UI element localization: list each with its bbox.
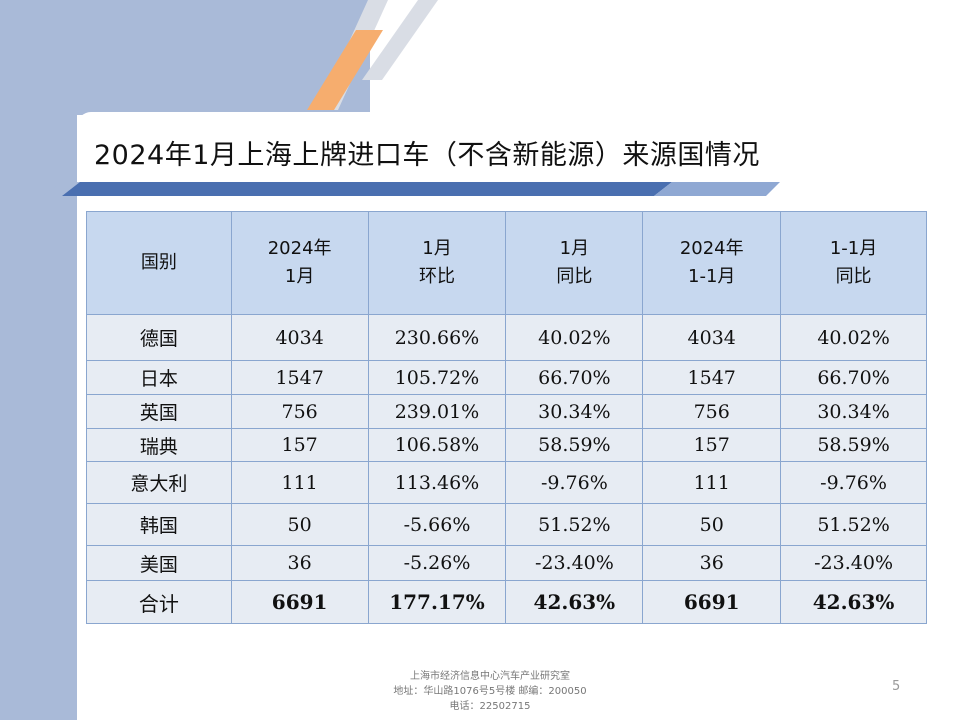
cell-value: 1547: [642, 360, 782, 395]
cell-country: 美国: [86, 545, 232, 581]
cell-value: 4034: [642, 314, 782, 361]
cell-value: -23.40%: [505, 545, 644, 581]
cell-value: 756: [642, 394, 782, 429]
cell-value: 40.02%: [505, 314, 644, 361]
cell-country: 德国: [86, 314, 232, 361]
cell-value: 50: [230, 503, 369, 546]
footer-phone: 电话：22502715: [449, 701, 531, 712]
cell-value: 113.46%: [367, 461, 507, 504]
cell-value: 51.52%: [780, 503, 927, 546]
cell-value: 36: [642, 545, 782, 581]
table-row: 瑞典 157 106.58% 58.59% 157 58.59%: [86, 428, 927, 462]
cell-total-value: 6691: [642, 580, 782, 624]
header-country: 国别: [86, 211, 232, 315]
cell-value: 36: [230, 545, 369, 581]
cell-value: 106.58%: [367, 428, 507, 462]
cell-country: 日本: [86, 360, 232, 395]
page-number: 5: [892, 679, 901, 694]
cell-value: 58.59%: [505, 428, 644, 462]
cell-value: 111: [642, 461, 782, 504]
table-row: 英国 756 239.01% 30.34% 756 30.34%: [86, 394, 927, 429]
cell-country: 意大利: [86, 461, 232, 504]
left-decor-band: [0, 0, 77, 720]
cell-value: -5.66%: [367, 503, 507, 546]
table-row: 日本 1547 105.72% 66.70% 1547 66.70%: [86, 360, 927, 395]
cell-country: 韩国: [86, 503, 232, 546]
cell-value: 239.01%: [367, 394, 507, 429]
cell-total-value: 177.17%: [367, 580, 507, 624]
header-2024-ytd: 2024年 1-1月: [642, 211, 782, 315]
slide-title: 2024年1月上海上牌进口车（不含新能源）来源国情况: [94, 140, 760, 171]
title-underline-bar: [42, 182, 780, 196]
cell-value: 230.66%: [367, 314, 507, 361]
cell-value: 4034: [230, 314, 369, 361]
table-row: 美国 36 -5.26% -23.40% 36 -23.40%: [86, 545, 927, 581]
cell-total-value: 42.63%: [780, 580, 927, 624]
cell-value: 30.34%: [780, 394, 927, 429]
table-row: 意大利 111 113.46% -9.76% 111 -9.76%: [86, 461, 927, 504]
cell-value: -23.40%: [780, 545, 927, 581]
table-total-row: 合计 6691 177.17% 42.63% 6691 42.63%: [86, 580, 927, 624]
cell-value: 40.02%: [780, 314, 927, 361]
cell-value: 51.52%: [505, 503, 644, 546]
source-country-table: 国别 2024年 1月 1月 环比 1月 同比 2024年 1-1月 1-1月 同比 德国…: [86, 211, 927, 624]
cell-country: 英国: [86, 394, 232, 429]
cell-value: 1547: [230, 360, 369, 395]
cell-value: -5.26%: [367, 545, 507, 581]
top-decor-band: [0, 0, 370, 115]
cell-total-value: 42.63%: [505, 580, 644, 624]
header-jan-mom: 1月 环比: [367, 211, 507, 315]
header-2024-jan: 2024年 1月: [230, 211, 369, 315]
cell-value: 50: [642, 503, 782, 546]
footer-address: 地址：华山路1076号5号楼 邮编：200050: [393, 686, 587, 697]
table-header-row: 国别 2024年 1月 1月 环比 1月 同比 2024年 1-1月 1-1月 同比: [86, 211, 927, 315]
cell-value: 157: [642, 428, 782, 462]
cell-total-label: 合计: [86, 580, 232, 624]
decor-stripes: [307, 0, 438, 110]
footer-org: 上海市经济信息中心汽车产业研究室: [410, 671, 570, 682]
cell-value: -9.76%: [780, 461, 927, 504]
header-jan-yoy: 1月 同比: [505, 211, 644, 315]
cell-value: 58.59%: [780, 428, 927, 462]
cell-country: 瑞典: [86, 428, 232, 462]
cell-value: 756: [230, 394, 369, 429]
table-row: 德国 4034 230.66% 40.02% 4034 40.02%: [86, 314, 927, 361]
cell-total-value: 6691: [230, 580, 369, 624]
header-ytd-yoy: 1-1月 同比: [780, 211, 927, 315]
table-row: 韩国 50 -5.66% 51.52% 50 51.52%: [86, 503, 927, 546]
footer-contact: 上海市经济信息中心汽车产业研究室 地址：华山路1076号5号楼 邮编：20005…: [360, 669, 620, 714]
cell-value: -9.76%: [505, 461, 644, 504]
cell-value: 111: [230, 461, 369, 504]
cell-value: 66.70%: [780, 360, 927, 395]
cell-value: 66.70%: [505, 360, 644, 395]
cell-value: 157: [230, 428, 369, 462]
cell-value: 105.72%: [367, 360, 507, 395]
cell-value: 30.34%: [505, 394, 644, 429]
